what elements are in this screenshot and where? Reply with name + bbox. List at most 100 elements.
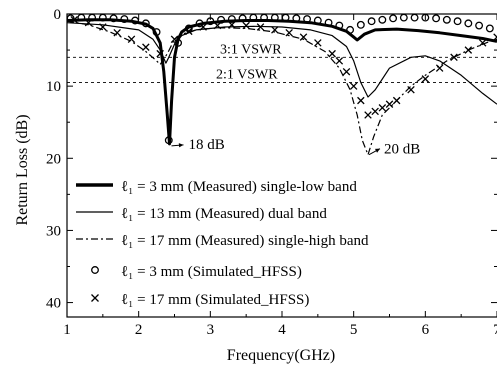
legend: ℓ₁ = 3 mm (Measured) single-low band ℓ₁ =… xyxy=(76,179,369,308)
data-point-circle xyxy=(238,14,247,23)
data-point-circle xyxy=(292,14,301,23)
data-point-x xyxy=(84,18,93,27)
x-tick-label: 4 xyxy=(278,322,286,338)
data-point-circle xyxy=(164,136,173,145)
legend-entry-label: ℓ₁ = 3 mm (Simulated_HFSS) xyxy=(121,264,302,280)
x-tick-label: 7 xyxy=(493,322,497,338)
data-point-circle xyxy=(174,38,183,47)
axes xyxy=(66,13,497,318)
x-tick-label: 5 xyxy=(350,322,358,338)
data-point-x xyxy=(421,75,430,83)
data-point-circle xyxy=(335,21,344,30)
data-point-x xyxy=(385,100,394,108)
reference-lines: 3:1 VSWR 2:1 VSWR xyxy=(67,42,497,83)
data-point-circle xyxy=(432,14,441,23)
data-point-circle xyxy=(399,13,408,22)
data-point-circle xyxy=(324,18,333,27)
data-point-x xyxy=(493,33,497,41)
series-line xyxy=(67,22,497,105)
data-point-x xyxy=(170,35,179,44)
legend-swatch xyxy=(91,266,99,274)
annotation-arrowhead xyxy=(375,148,380,153)
annotation-arrowhead xyxy=(178,143,184,148)
data-point-x xyxy=(478,39,487,47)
y-tick-label: 10 xyxy=(46,79,61,95)
data-point-circle xyxy=(475,21,484,30)
data-point-circle xyxy=(131,16,140,25)
data-point-circle xyxy=(442,15,451,24)
annotation-label: 20 dB xyxy=(384,142,420,158)
reference-line-label: 3:1 VSWR xyxy=(220,42,282,57)
data-point-x xyxy=(142,43,150,51)
y-tick-label: 20 xyxy=(46,151,61,167)
data-point-x xyxy=(213,21,222,30)
series-layer xyxy=(67,13,497,156)
data-point-circle xyxy=(195,19,204,28)
data-point-x xyxy=(450,53,458,62)
data-point-x xyxy=(314,39,322,47)
data-point-x xyxy=(113,28,121,37)
reference-line-label: 2:1 VSWR xyxy=(216,68,278,83)
x-tick-label: 3 xyxy=(207,322,215,338)
data-point-circle xyxy=(313,16,322,25)
x-tick-label: 1 xyxy=(63,322,71,338)
annotation-label: 18 dB xyxy=(188,137,224,153)
data-point-circle xyxy=(303,15,312,23)
y-tick-label: 0 xyxy=(54,7,62,23)
series-line xyxy=(67,20,497,156)
legend-entry-label: ℓ₁ = 17 mm (Simulated_HFSS) xyxy=(121,292,309,308)
y-axis-label: Return Loss (dB) xyxy=(14,114,31,225)
data-point-x xyxy=(228,21,236,29)
data-point-circle xyxy=(356,20,365,29)
data-point-x xyxy=(285,28,293,37)
data-point-x xyxy=(378,104,387,112)
x-tick-label: 2 xyxy=(135,322,143,338)
data-point-x xyxy=(364,111,372,119)
data-point-x xyxy=(185,27,193,36)
plot-frame xyxy=(66,13,497,318)
data-point-circle xyxy=(485,24,494,33)
data-point-x xyxy=(271,26,279,34)
series-2 xyxy=(67,22,497,105)
data-point-circle xyxy=(217,15,226,24)
data-point-circle xyxy=(367,17,376,26)
data-point-circle xyxy=(389,14,398,23)
data-point-x xyxy=(357,96,365,105)
series-3 xyxy=(67,20,497,156)
legend-swatch xyxy=(91,294,99,302)
data-point-x xyxy=(99,23,107,31)
data-point-x xyxy=(156,49,164,58)
legend-entry-label: ℓ₁ = 13 mm (Measured) dual band xyxy=(121,206,327,222)
data-point-x xyxy=(435,64,444,72)
data-point-circle xyxy=(109,14,118,23)
annotations: 18 dB 20 dB xyxy=(171,137,420,158)
data-point-x xyxy=(299,33,308,41)
data-point-x xyxy=(392,96,401,105)
data-point-circle xyxy=(227,15,236,23)
data-point-x xyxy=(70,16,78,24)
data-point-x xyxy=(464,46,473,54)
data-point-x xyxy=(407,85,415,94)
data-point-x xyxy=(127,35,136,44)
y-tick-label: 30 xyxy=(46,223,61,239)
data-point-circle xyxy=(346,25,355,34)
data-point-x xyxy=(371,107,379,116)
data-point-circle xyxy=(152,28,161,36)
tick-labels: 1 2 3 4 5 6 7 0 10 20 30 40 xyxy=(46,7,497,338)
data-point-circle xyxy=(453,17,462,26)
legend-entry-label: ℓ₁ = 17 mm (Measured) single-high band xyxy=(121,233,369,249)
data-point-circle xyxy=(120,15,129,23)
data-point-x xyxy=(342,67,351,76)
data-point-circle xyxy=(410,13,419,22)
y-tick-label: 40 xyxy=(46,296,61,312)
series-5 xyxy=(70,16,497,119)
data-point-x xyxy=(242,21,250,30)
data-point-circle xyxy=(378,15,387,24)
x-axis-label: Frequency(GHz) xyxy=(227,347,335,364)
data-point-x xyxy=(335,57,344,65)
x-tick-label: 6 xyxy=(422,322,430,338)
data-point-circle xyxy=(464,19,473,28)
data-point-x xyxy=(256,23,265,31)
data-point-x xyxy=(199,23,207,31)
legend-entry-label: ℓ₁ = 3 mm (Measured) single-low band xyxy=(121,179,357,195)
